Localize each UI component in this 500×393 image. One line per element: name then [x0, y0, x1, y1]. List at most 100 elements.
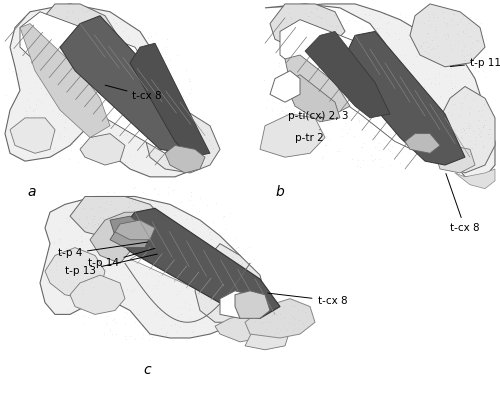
Point [67, 291, 75, 297]
Point [72, 23, 80, 29]
Point [472, 15, 480, 22]
Point [112, 331, 120, 337]
Point [67, 34, 75, 40]
Point [161, 57, 169, 63]
Point [63, 270, 71, 277]
Point [129, 120, 137, 127]
Point [340, 99, 348, 105]
Point [164, 132, 172, 138]
Point [307, 67, 315, 73]
Point [236, 299, 244, 305]
Point [178, 311, 186, 318]
Point [228, 306, 236, 312]
Point [156, 202, 164, 209]
Point [127, 288, 135, 294]
Point [322, 10, 330, 16]
Point [146, 253, 154, 260]
Point [84, 255, 92, 261]
Point [108, 221, 116, 227]
Point [190, 119, 198, 126]
Point [154, 216, 162, 222]
Point [413, 109, 421, 115]
Point [109, 213, 117, 219]
Point [476, 131, 484, 137]
Point [418, 87, 426, 93]
Point [146, 214, 154, 220]
Point [196, 142, 203, 149]
Point [156, 85, 164, 91]
Point [61, 268, 69, 274]
Point [435, 70, 443, 77]
Point [173, 118, 181, 124]
Point [322, 98, 330, 104]
Point [475, 38, 483, 44]
Point [448, 84, 456, 91]
Point [206, 229, 214, 235]
Point [169, 159, 177, 165]
Point [247, 259, 255, 266]
Point [346, 29, 354, 36]
Point [158, 314, 166, 320]
Point [171, 231, 179, 237]
Point [160, 133, 168, 139]
Point [340, 47, 348, 53]
Point [232, 245, 240, 251]
Point [468, 40, 476, 46]
Point [202, 149, 210, 155]
Point [150, 186, 158, 193]
Point [138, 123, 145, 129]
Point [424, 34, 432, 40]
Point [118, 264, 126, 270]
Point [341, 84, 349, 90]
Point [144, 35, 152, 41]
Point [435, 79, 443, 86]
Point [148, 115, 156, 121]
Point [141, 212, 149, 219]
Point [100, 206, 108, 212]
Polygon shape [20, 24, 110, 138]
Point [292, 95, 300, 102]
Point [116, 19, 124, 25]
Point [304, 13, 312, 19]
Point [232, 271, 240, 277]
Point [224, 254, 232, 260]
Point [304, 33, 312, 39]
Point [294, 23, 302, 29]
Point [460, 29, 468, 35]
Point [428, 25, 436, 31]
Point [130, 256, 138, 262]
Point [60, 292, 68, 298]
Point [22, 108, 30, 114]
Point [148, 41, 156, 48]
Point [80, 205, 88, 211]
Point [246, 290, 254, 296]
Point [154, 124, 162, 130]
Point [142, 87, 150, 93]
Point [227, 264, 235, 271]
Point [258, 309, 266, 315]
Point [100, 151, 108, 157]
Point [189, 139, 197, 145]
Point [60, 253, 68, 260]
Point [31, 117, 39, 123]
Point [48, 107, 56, 113]
Polygon shape [90, 212, 135, 263]
Point [112, 132, 120, 138]
Point [223, 241, 231, 248]
Point [158, 79, 166, 85]
Point [443, 22, 451, 29]
Point [396, 107, 404, 113]
Point [221, 258, 229, 264]
Point [305, 13, 313, 20]
Point [182, 244, 190, 250]
Point [86, 50, 94, 56]
Point [78, 6, 86, 13]
Point [335, 76, 343, 82]
Point [442, 58, 450, 64]
Point [452, 153, 460, 159]
Point [224, 257, 232, 263]
Point [172, 242, 180, 248]
Point [120, 39, 128, 45]
Point [51, 33, 59, 39]
Point [98, 222, 106, 228]
